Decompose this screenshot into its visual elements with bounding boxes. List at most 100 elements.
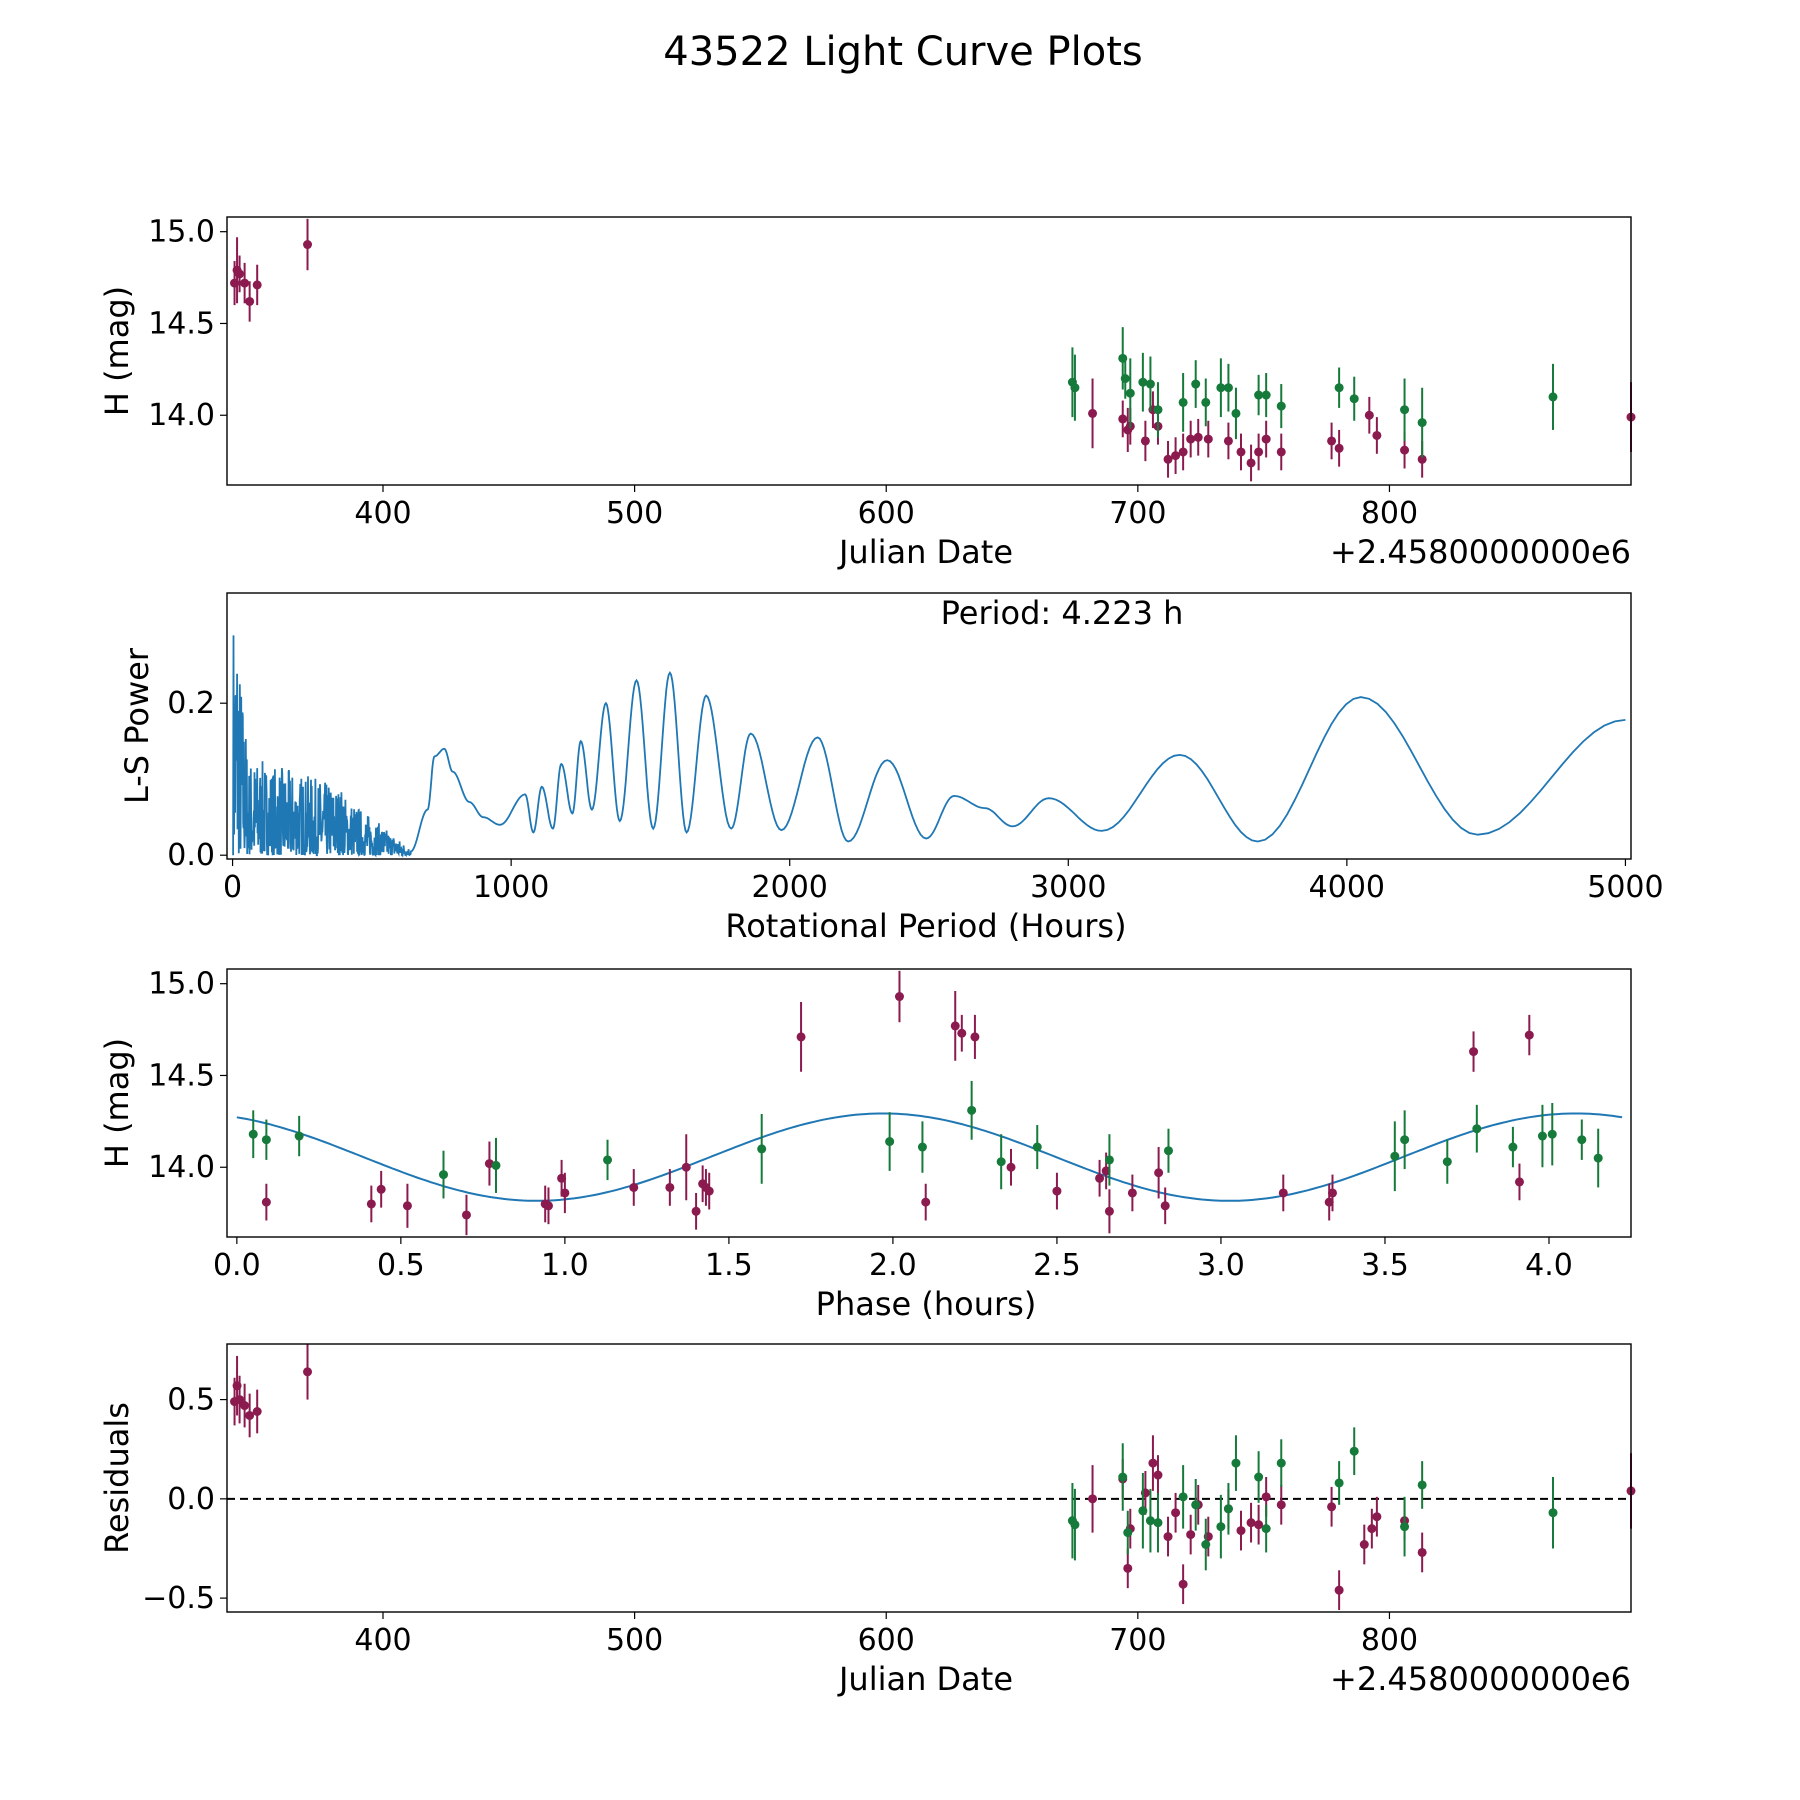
x-tick-label: 4000 (1309, 870, 1385, 905)
data-point (1349, 394, 1359, 404)
data-point (240, 1401, 250, 1411)
data-point (376, 1184, 386, 1194)
x-tick-label: 0.0 (213, 1248, 261, 1283)
data-point (439, 1170, 449, 1180)
data-point (1324, 1197, 1334, 1207)
x-axis-label: Phase (hours) (816, 1285, 1037, 1323)
data-point (1160, 1201, 1170, 1211)
data-point (1417, 1480, 1427, 1490)
x-tick-label: 2.5 (1033, 1248, 1081, 1283)
data-point (921, 1197, 931, 1207)
data-point (1178, 1579, 1188, 1589)
data-point (957, 1028, 967, 1038)
data-point (1223, 436, 1233, 446)
x-tick-label: 5000 (1587, 870, 1663, 905)
data-point (1334, 383, 1344, 393)
data-point (294, 1131, 304, 1141)
data-point (1101, 1166, 1111, 1176)
axes-frame (226, 592, 1632, 860)
data-point (1095, 1173, 1105, 1183)
sinusoid-fit-curve (236, 1112, 1623, 1202)
data-point (1178, 447, 1188, 457)
x-tick-label: 1.0 (541, 1248, 589, 1283)
data-point (557, 1173, 567, 1183)
data-point (1548, 392, 1558, 402)
x-tick-label: 600 (858, 1623, 915, 1658)
data-point (681, 1162, 691, 1172)
data-point (1508, 1142, 1518, 1152)
data-point (1201, 397, 1211, 407)
data-point (1364, 410, 1374, 420)
data-point (996, 1157, 1006, 1167)
data-point (1118, 414, 1128, 424)
data-point (1178, 1492, 1188, 1502)
periodogram-panel: 0 1000 2000 3000 4000 5000 0.0 0.2 Rotational Pe… (118, 592, 1664, 945)
data-point (235, 1395, 245, 1405)
data-point (1118, 1472, 1128, 1482)
data-point (1186, 1530, 1196, 1540)
data-point (1577, 1135, 1587, 1145)
data-point (1417, 418, 1427, 428)
data-point (1223, 383, 1233, 393)
x-axis-label: Julian Date (837, 1660, 1013, 1698)
x-tick-label: 4.0 (1525, 1248, 1573, 1283)
data-point (1327, 1502, 1337, 1512)
data-point (1514, 1177, 1524, 1187)
data-point (1417, 454, 1427, 464)
y-axis-label: Residuals (98, 1402, 136, 1554)
data-point (1153, 1470, 1163, 1480)
data-point (1191, 379, 1201, 389)
data-point (461, 1210, 471, 1220)
data-point (491, 1160, 501, 1170)
data-point (1400, 445, 1410, 455)
data-point (1548, 1508, 1558, 1518)
axes-frame (226, 216, 1632, 486)
data-point (1276, 447, 1286, 457)
x-tick-label: 3.5 (1361, 1248, 1409, 1283)
data-point (1372, 1512, 1382, 1522)
y-tick-label: 14.0 (148, 398, 215, 433)
data-point (885, 1137, 895, 1147)
data-point (1148, 1458, 1158, 1468)
residuals-panel: 400 500 600 700 800 −0.5 0.0 0.5 Julian Date Resi… (98, 1343, 1636, 1698)
x-tick-label: 3.0 (1197, 1248, 1245, 1283)
data-point (1070, 1520, 1080, 1530)
data-point (303, 240, 313, 250)
data-point (1254, 1520, 1264, 1530)
axes-frame (226, 968, 1632, 1238)
data-point (1261, 390, 1271, 400)
x-tick-label: 600 (858, 496, 915, 531)
x-tick-label: 1000 (473, 870, 549, 905)
x-tick-label: 400 (354, 1623, 411, 1658)
y-axis-label: H (mag) (98, 1038, 136, 1168)
data-point (1334, 1478, 1344, 1488)
data-point (1236, 1526, 1246, 1536)
data-point (1400, 1135, 1410, 1145)
x-offset-text: +2.4580000000e6 (1330, 1660, 1631, 1698)
x-tick-label: 2.0 (869, 1248, 917, 1283)
phase-panel: 0.0 0.5 1.0 1.5 2.0 2.5 3.0 3.5 4.0 14.0 14.5 15.0 P… (98, 967, 1632, 1323)
x-tick-label: 500 (606, 496, 663, 531)
data-point (1537, 1131, 1547, 1141)
data-point (1472, 1124, 1482, 1134)
data-point (1261, 434, 1271, 444)
axes-frame (226, 1343, 1632, 1613)
data-point (1469, 1047, 1479, 1057)
data-point (245, 1410, 255, 1420)
data-point (1246, 458, 1256, 468)
data-point (1367, 1524, 1377, 1534)
y-tick-label: 14.5 (148, 306, 215, 341)
x-offset-text: +2.4580000000e6 (1330, 533, 1631, 571)
data-point (261, 1135, 271, 1145)
data-point (1261, 1492, 1271, 1502)
data-point (1327, 1188, 1337, 1198)
data-point (1254, 390, 1264, 400)
data-point (1524, 1030, 1534, 1040)
y-axis-label: H (mag) (98, 286, 136, 416)
data-point (1442, 1157, 1452, 1167)
data-point (1334, 1585, 1344, 1595)
y-axis-label: L-S Power (118, 647, 156, 804)
y-tick-label: 15.0 (148, 967, 215, 1002)
data-point (1278, 1188, 1288, 1198)
